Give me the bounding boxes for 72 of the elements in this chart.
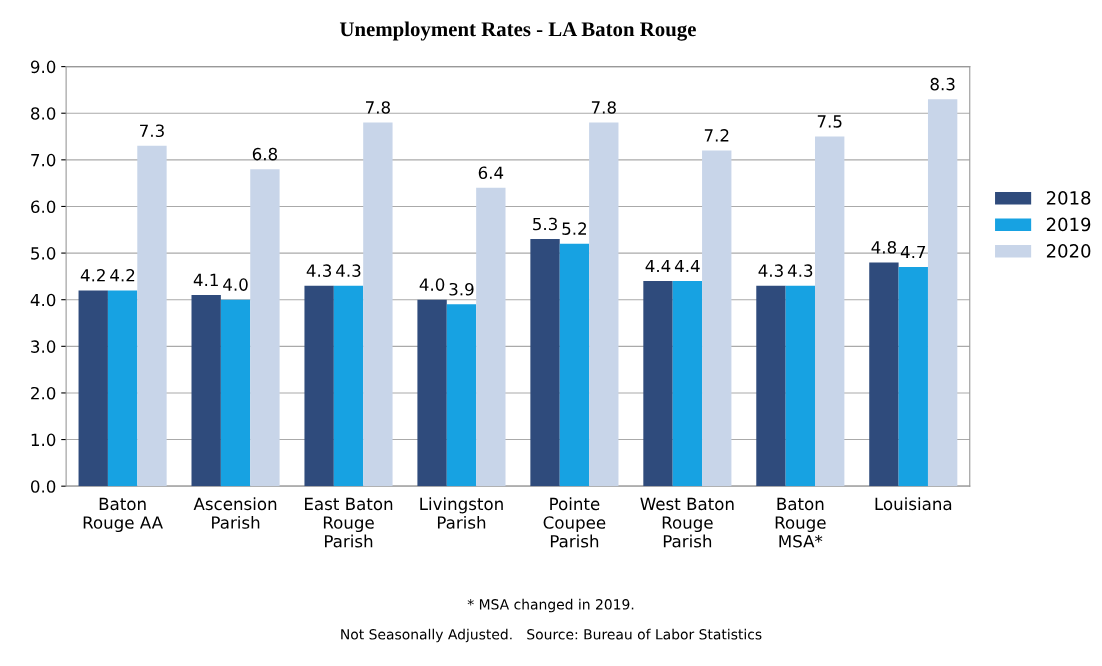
bar bbox=[363, 122, 393, 487]
bar bbox=[304, 285, 334, 487]
bar bbox=[756, 285, 786, 487]
data-label: 7.8 bbox=[591, 101, 616, 114]
y-tick-label: 9.0 bbox=[30, 60, 56, 74]
data-label: 7.5 bbox=[817, 115, 842, 128]
text: * MSA changed in 2019. bbox=[467, 598, 634, 613]
data-label: 4.0 bbox=[223, 278, 248, 291]
x-tick-label: Ascension Parish bbox=[193, 497, 277, 529]
y-tick-label: 2.0 bbox=[31, 386, 56, 400]
data-label: 4.2 bbox=[110, 268, 135, 282]
data-label: 4.3 bbox=[306, 264, 332, 277]
data-label: 7.8 bbox=[365, 101, 390, 114]
legend-label: 2019 bbox=[1046, 217, 1091, 232]
x-tick-label: West Baton Rouge Parish bbox=[640, 497, 734, 548]
data-label: 4.4 bbox=[645, 259, 671, 273]
y-tick-label: 4.0 bbox=[30, 293, 56, 307]
bar bbox=[78, 290, 108, 487]
data-label: 4.8 bbox=[871, 241, 897, 254]
bar bbox=[191, 295, 221, 487]
data-label: 8.3 bbox=[930, 77, 955, 91]
data-label: 5.2 bbox=[562, 222, 586, 235]
bar bbox=[220, 299, 251, 487]
bar bbox=[559, 243, 590, 487]
data-label: 3.9 bbox=[449, 282, 474, 296]
bar bbox=[446, 304, 477, 487]
x-tick-label: Baton Rouge MSA* bbox=[775, 497, 826, 548]
bar bbox=[250, 169, 280, 487]
bar bbox=[869, 262, 899, 487]
x-tick-label: Pointe Coupee Parish bbox=[543, 497, 606, 548]
y-tick-label: 6.0 bbox=[31, 200, 56, 214]
bar bbox=[927, 99, 958, 487]
y-tick-label: 3.0 bbox=[31, 340, 56, 353]
x-tick-label: Baton Rouge AA bbox=[83, 497, 163, 533]
bar bbox=[643, 281, 673, 487]
legend-label: 2018 bbox=[1046, 191, 1091, 205]
bar bbox=[589, 122, 619, 487]
bar bbox=[702, 150, 732, 487]
y-tick-label: 5.0 bbox=[31, 247, 56, 260]
bar bbox=[815, 136, 845, 487]
x-tick-label: Livingston Parish bbox=[420, 497, 503, 529]
bar bbox=[476, 187, 506, 487]
bar bbox=[417, 299, 447, 487]
y-tick-label: 7.0 bbox=[31, 153, 56, 167]
bar bbox=[785, 285, 816, 487]
data-label: 4.3 bbox=[758, 264, 783, 277]
data-label: 4.3 bbox=[336, 264, 361, 277]
data-label: 6.8 bbox=[252, 147, 278, 161]
data-label: 4.1 bbox=[193, 273, 218, 287]
data-label: 4.7 bbox=[900, 245, 926, 259]
bar bbox=[530, 239, 560, 487]
y-tick-label: 0.0 bbox=[30, 480, 56, 493]
data-label: 4.3 bbox=[787, 264, 813, 277]
y-tick-label: 1.0 bbox=[31, 433, 56, 447]
y-tick-label: 8.0 bbox=[31, 107, 56, 120]
bar bbox=[137, 145, 167, 487]
data-label: 7.2 bbox=[704, 129, 729, 142]
legend-label: 2020 bbox=[1046, 244, 1091, 258]
bar bbox=[333, 285, 364, 487]
data-label: 7.3 bbox=[140, 124, 164, 138]
x-tick-label: East Baton Rouge Parish bbox=[305, 497, 393, 548]
data-label: 4.4 bbox=[674, 259, 700, 273]
bar bbox=[898, 267, 928, 487]
data-label: 4.0 bbox=[419, 278, 445, 291]
text: Not Seasonally Adjusted. Source: Bureau of Labor Statistics bbox=[341, 628, 762, 643]
x-tick-label: Louisiana bbox=[875, 497, 952, 511]
data-label: 5.3 bbox=[533, 217, 557, 231]
bar bbox=[107, 290, 138, 487]
data-label: 6.4 bbox=[478, 166, 504, 180]
data-label: 4.2 bbox=[80, 268, 105, 282]
bar bbox=[672, 281, 703, 487]
chart-title: Unemployment Rates - LA Baton Rouge bbox=[339, 21, 696, 41]
